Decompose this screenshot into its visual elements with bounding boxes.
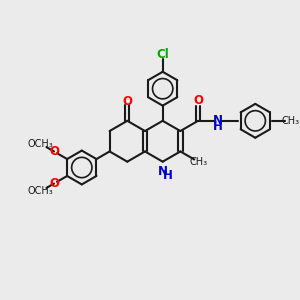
Text: OCH₃: OCH₃ xyxy=(28,186,54,196)
Text: CH₃: CH₃ xyxy=(281,116,300,126)
Text: H: H xyxy=(213,120,223,133)
Text: O: O xyxy=(49,145,59,158)
Text: OCH₃: OCH₃ xyxy=(28,139,54,149)
Text: O: O xyxy=(122,95,132,108)
Text: N: N xyxy=(213,114,223,127)
Text: N: N xyxy=(158,165,168,178)
Text: O: O xyxy=(49,177,59,190)
Text: Cl: Cl xyxy=(156,48,169,61)
Text: O: O xyxy=(193,94,203,107)
Text: CH₃: CH₃ xyxy=(190,157,208,167)
Text: H: H xyxy=(163,169,173,182)
